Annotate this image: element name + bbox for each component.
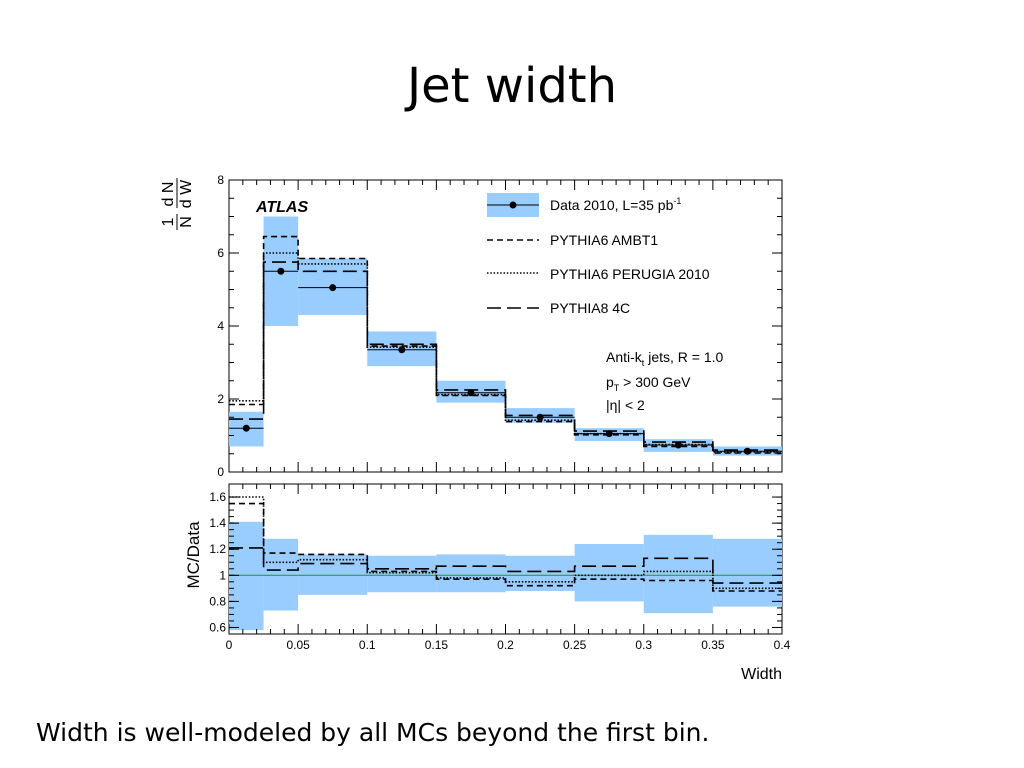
ratio-uncertainty-band	[643, 534, 713, 614]
legend-label-ambt1: PYTHIA6 AMBT1	[550, 232, 658, 248]
data-point	[398, 346, 406, 354]
annotation-line-3: |η| < 2	[606, 397, 645, 413]
ratio-ytick-label: 0.8	[209, 594, 226, 608]
ratio-y-axis-label: MC/Data	[184, 521, 203, 589]
ratio-uncertainty-band	[298, 554, 368, 595]
ylabel-dN: d N	[160, 182, 177, 207]
ratio-xtick-label: 0.05	[286, 638, 310, 652]
ratio-xtick-label: 0.4	[774, 638, 791, 652]
main-ytick-label: 4	[217, 319, 224, 333]
ratio-xtick-label: 0	[226, 638, 233, 652]
ratio-xtick-label: 0.35	[701, 638, 725, 652]
data-point	[674, 441, 682, 449]
ylabel-one: 1	[160, 217, 177, 226]
ratio-series-dotted	[229, 496, 782, 590]
ratio-uncertainty-band	[229, 521, 264, 631]
annotation-line-1: Anti-kt jets, R = 1.0	[606, 349, 724, 368]
ratio-xtick-label: 0.2	[497, 638, 514, 652]
ratio-series-long-dash	[229, 547, 782, 584]
legend: Data 2010, L=35 pb-1 PYTHIA6 AMBT1 PYTHI…	[487, 193, 710, 316]
main-ytick-label: 0	[217, 465, 224, 479]
atlas-brand: ATLAS	[255, 199, 308, 216]
ratio-xtick-label: 0.25	[563, 638, 587, 652]
selection-annotation: Anti-kt jets, R = 1.0 pT > 300 GeV |η| <…	[606, 349, 724, 413]
ratio-uncertainty-band	[436, 554, 506, 593]
ratio-uncertainty-band	[712, 538, 782, 607]
ratio-uncertainty-band	[367, 555, 437, 593]
ylabel-N: N	[178, 216, 195, 228]
ratio-ytick-label: 1.6	[209, 490, 226, 504]
main-ytick-label: 2	[217, 392, 224, 406]
ratio-uncertainty-band	[263, 538, 299, 611]
ratio-xtick-label: 0.1	[359, 638, 376, 652]
ratio-ytick-label: 1.4	[209, 516, 226, 530]
x-axis-label: Width	[741, 666, 782, 683]
legend-label-pythia8: PYTHIA8 4C	[550, 300, 630, 316]
legend-label-data: Data 2010, L=35 pb-1	[550, 196, 681, 213]
data-point	[242, 424, 250, 432]
data-point	[329, 284, 337, 292]
main-panel-frame	[228, 179, 783, 473]
ratio-ytick-label: 0.6	[209, 620, 226, 634]
data-point	[277, 267, 285, 275]
data-point	[467, 389, 475, 397]
ratio-xtick-label: 0.3	[635, 638, 652, 652]
ratio-ytick-label: 1	[219, 568, 226, 582]
data-point	[536, 413, 544, 421]
ratio-uncertainty-band	[574, 544, 644, 602]
slide-title: Jet width	[406, 58, 618, 114]
annotation-line-2: pT > 300 GeV	[606, 374, 691, 393]
ratio-series-dashed	[229, 502, 782, 592]
legend-label-perugia: PYTHIA6 PERUGIA 2010	[550, 266, 710, 282]
data-point	[605, 430, 613, 438]
legend-data-marker	[509, 201, 517, 209]
main-ytick-label: 8	[217, 173, 224, 187]
main-y-axis-label: 1 N d N d W	[160, 178, 195, 230]
ratio-ytick-label: 1.2	[209, 542, 226, 556]
main-series-dashed	[229, 235, 782, 454]
ylabel-dW: d W	[178, 179, 195, 208]
ratio-xtick-label: 0.15	[425, 638, 449, 652]
physics-plot: 0 2 4 6 8 1 N d N d W ATLAS Data 2010, L=35 …	[160, 173, 791, 683]
slide-caption: Width is well-modeled by all MCs beyond …	[36, 718, 710, 747]
main-ytick-label: 6	[217, 246, 224, 260]
data-point	[743, 447, 751, 455]
